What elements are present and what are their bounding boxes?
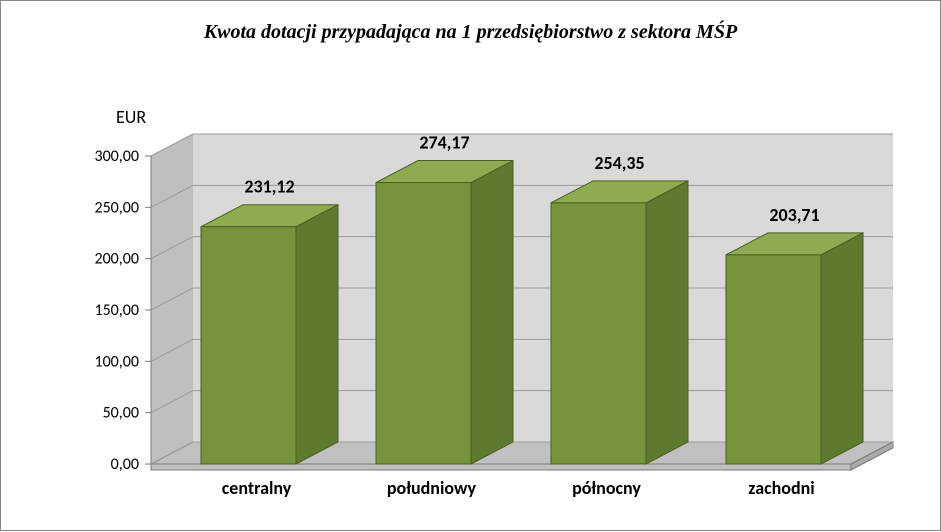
bar-value-label: 203,71 [769,204,819,226]
bar-value-label: 231,12 [244,176,294,198]
y-tick-label: 150,00 [94,301,139,320]
bar-value-label: 274,17 [419,132,469,154]
bar [726,233,863,464]
y-tick-label: 100,00 [94,352,139,371]
bar [551,181,688,464]
y-tick-label: 300,00 [94,147,139,166]
bar [201,205,338,464]
chart-svg: 0,00 50,00 100,00 150,00 200,00 250,00 300,00 2… [1,1,941,532]
category-label: centralny [222,477,292,499]
y-tick-label: 250,00 [94,198,139,217]
y-tick-label: 200,00 [94,250,139,269]
category-label: północny [572,477,641,499]
bar-value-label: 254,35 [594,152,644,174]
floor-front [151,464,851,470]
category-label: południowy [387,477,477,499]
category-label: zachodni [748,477,814,499]
y-tick-label: 0,00 [111,455,139,474]
chart-container: Kwota dotacji przypadająca na 1 przedsię… [0,0,941,531]
bar [376,161,513,464]
y-tick-label: 50,00 [103,404,139,423]
